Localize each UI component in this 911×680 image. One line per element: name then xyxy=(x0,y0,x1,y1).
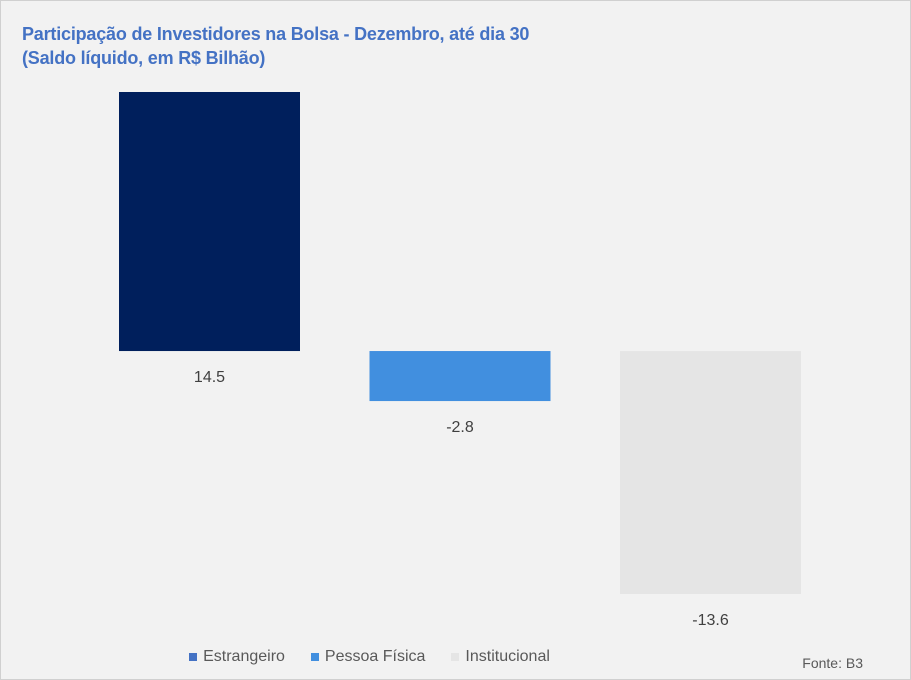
data-label: -13.6 xyxy=(692,612,729,629)
legend-item-estrangeiro: Estrangeiro xyxy=(189,648,285,666)
legend-swatch-pessoa-fisica xyxy=(310,653,319,661)
legend-label-pessoa-fisica: Pessoa Física xyxy=(324,648,426,665)
data-label: 14.5 xyxy=(194,369,225,386)
chart-subtitle: (Saldo líquido, em R$ Bilhão) xyxy=(22,48,266,68)
chart-title-block: Participação de Investidores na Bolsa - … xyxy=(22,22,529,70)
chart-legend: Estrangeiro Pessoa Física Institucional xyxy=(0,648,825,666)
legend-swatch-institucional xyxy=(451,653,460,661)
legend-label-estrangeiro: Estrangeiro xyxy=(203,648,285,665)
bar-pessoa-fisica xyxy=(369,351,551,402)
bar-estrangeiro xyxy=(119,92,300,352)
legend-swatch-estrangeiro xyxy=(189,653,198,661)
legend-item-institucional: Institucional xyxy=(451,648,550,666)
source-note: Fonte: B3 xyxy=(802,655,863,671)
legend-label-institucional: Institucional xyxy=(465,648,550,665)
legend-item-pessoa-fisica: Pessoa Física xyxy=(310,648,426,666)
chart-title: Participação de Investidores na Bolsa - … xyxy=(22,24,530,44)
data-label: -2.8 xyxy=(446,419,474,436)
bar-institucional xyxy=(620,351,801,594)
